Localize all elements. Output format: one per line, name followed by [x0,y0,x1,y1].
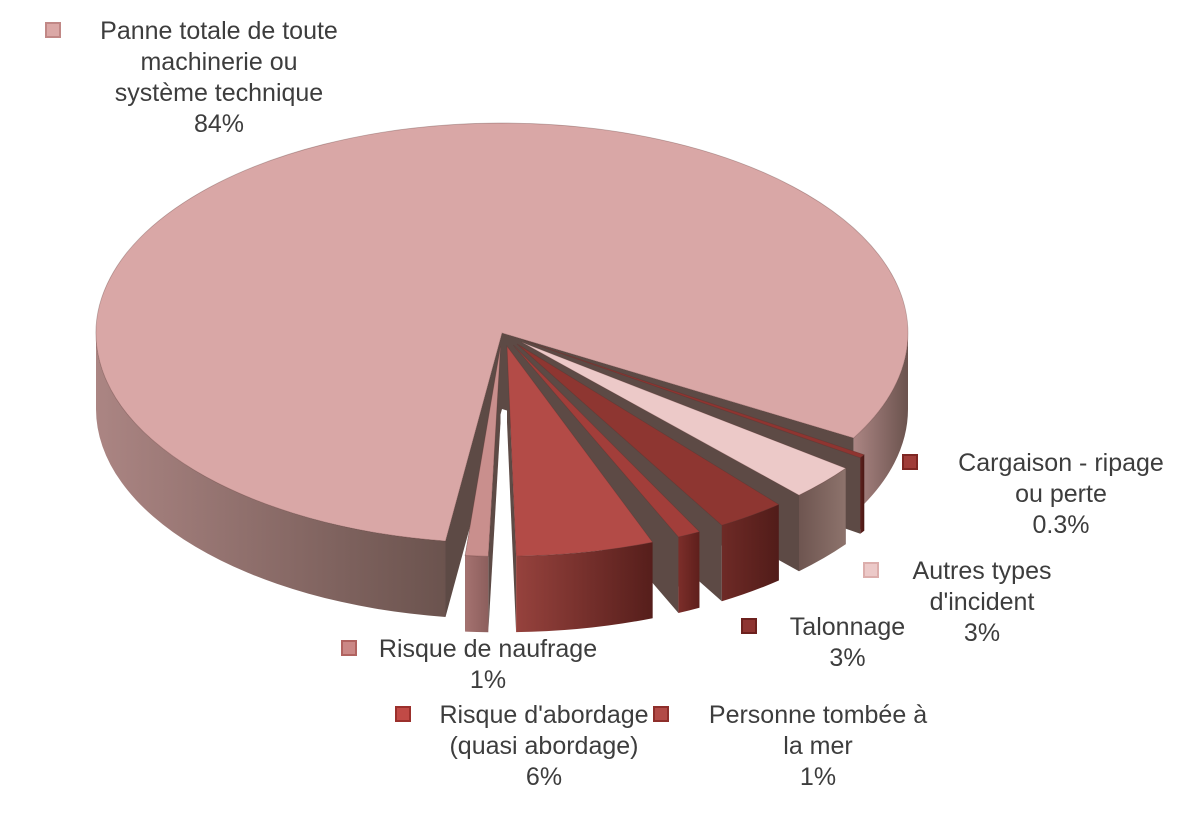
label-text-talonnage: Talonnage 3% [770,612,925,674]
label-text-risque-abordage: Risque d'abordage (quasi abordage) 6% [424,700,664,793]
label-line: Autres types [912,557,1052,585]
label-line: 3% [829,644,866,672]
label-line: système technique [114,79,324,107]
legend-marker-cargaison-ripage [902,454,918,470]
label-line: 1% [469,666,507,694]
label-personne-tombee: Personne tombée à la mer 1% [653,700,954,793]
label-risque-naufrage: Risque de naufrage 1% [341,634,606,696]
pie-slice-risque-naufrage [464,346,501,633]
label-line: 1% [799,763,837,791]
label-line: la mer [783,732,853,760]
label-line: Risque de naufrage [378,635,598,663]
label-line: 3% [963,619,1001,647]
label-line: 0.3% [1032,511,1090,539]
label-text-personne-tombee: Personne tombée à la mer 1% [682,700,954,793]
label-line: Personne tombée à [708,701,928,729]
label-panne-totale: Panne totale de toute machinerie ou systèm… [45,16,364,140]
label-text-cargaison-ripage: Cargaison - ripage ou perte 0.3% [931,448,1191,541]
pie-slice-risque-abordage [506,344,654,633]
label-text-autres-types: Autres types d'incident 3% [892,556,1072,649]
label-line: ou perte [1015,480,1107,508]
label-line: (quasi abordage) [449,732,639,760]
label-text-risque-naufrage: Risque de naufrage 1% [370,634,606,696]
label-cargaison-ripage: Cargaison - ripage ou perte 0.3% [902,448,1191,541]
label-line: Panne totale de toute [100,17,338,45]
legend-marker-risque-abordage [395,706,411,722]
legend-marker-autres-types [863,562,879,578]
legend-marker-risque-naufrage [341,640,357,656]
label-autres-types: Autres types d'incident 3% [863,556,1072,649]
legend-marker-talonnage [741,618,757,634]
legend-marker-panne-totale [45,22,61,38]
label-risque-abordage: Risque d'abordage (quasi abordage) 6% [395,700,664,793]
legend-marker-personne-tombee [653,706,669,722]
label-line: 84% [193,110,245,138]
label-talonnage: Talonnage 3% [741,612,925,674]
label-line: Cargaison - ripage [958,449,1164,477]
label-line: Talonnage [789,613,906,641]
label-line: 6% [525,763,563,791]
label-text-panne-totale: Panne totale de toute machinerie ou systèm… [74,16,364,140]
label-line: d'incident [929,588,1035,616]
label-line: machinerie ou [140,48,298,76]
label-line: Risque d'abordage [439,701,649,729]
